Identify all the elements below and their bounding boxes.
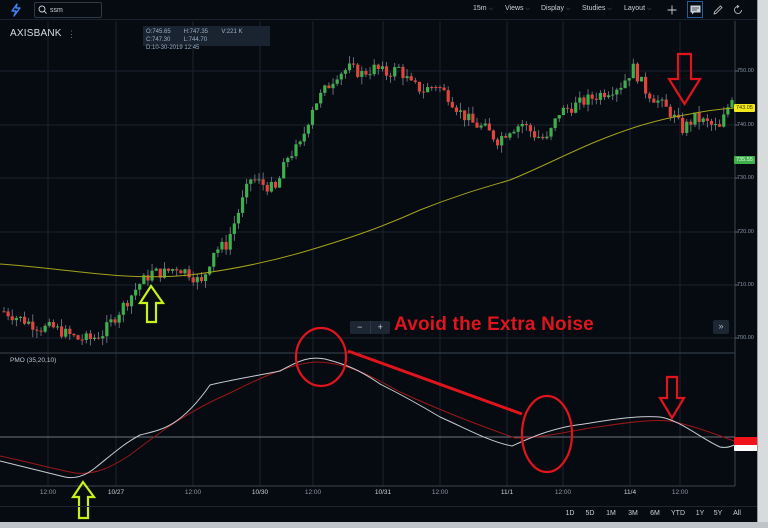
pmo-value-tag <box>734 445 760 451</box>
x-tick: 12:00 <box>671 489 689 496</box>
symbol-search-box[interactable] <box>34 2 102 18</box>
annotation-text: Avoid the Extra Noise <box>394 314 594 335</box>
range-selector-bar: 1D 5D 1M 3M 6M YTD 1Y 5Y All <box>0 506 768 522</box>
x-tick: 10/31 <box>374 489 392 496</box>
refresh-button[interactable] <box>730 1 746 18</box>
range-3m[interactable]: 3M <box>628 510 638 517</box>
annotation-overlay <box>70 52 702 520</box>
display-menu[interactable]: Display ⌵ <box>541 5 571 13</box>
range-1d[interactable]: 1D <box>565 510 575 517</box>
interval-label: 15m <box>473 5 487 12</box>
interval-dropdown[interactable]: 15m ⌵ <box>473 5 493 13</box>
window-scrollbar[interactable] <box>757 0 768 522</box>
arrow-up-icon <box>70 480 97 520</box>
chevron-down-icon: ⌵ <box>488 6 494 12</box>
date-value: D:10-30-2019 12:45 <box>146 45 200 51</box>
range-all[interactable]: All <box>733 510 741 517</box>
layout-label: Layout <box>624 5 646 12</box>
footer-strip <box>0 522 768 528</box>
pencil-icon <box>713 4 723 15</box>
y-tick: 720.00 <box>737 229 754 235</box>
top-toolbar: 15m⌵ Views⌵ Display⌵ Studies⌵ Layout⌵ <box>0 0 768 20</box>
x-tick: 12:00 <box>554 489 572 496</box>
range-6m[interactable]: 6M <box>650 510 660 517</box>
zoom-out-button[interactable]: − <box>357 322 363 332</box>
zoom-in-button[interactable]: + <box>369 321 391 334</box>
x-tick: 10/30 <box>251 489 269 496</box>
display-label: Display <box>541 5 564 12</box>
x-tick: 10/27 <box>107 489 125 496</box>
candlestick-series <box>2 56 734 346</box>
refresh-icon <box>734 4 742 14</box>
views-label: Views <box>505 5 524 12</box>
range-1y[interactable]: 1Y <box>695 510 705 517</box>
signal-value-tag <box>734 437 760 445</box>
search-icon <box>38 5 47 14</box>
chevron-down-icon: ⌵ <box>647 6 652 12</box>
chevron-down-icon: ⌵ <box>607 6 612 12</box>
low-value: L:744.70 <box>183 37 208 43</box>
arrow-up-icon <box>137 284 166 324</box>
x-tick: 12:00 <box>304 489 322 496</box>
comments-button[interactable] <box>687 1 703 18</box>
add-button[interactable] <box>664 1 680 18</box>
chat-icon <box>690 5 700 14</box>
arrow-down-icon <box>667 52 702 107</box>
highlight-circle <box>294 326 348 388</box>
ma-price-tag: 743.05 <box>734 104 755 112</box>
high-value: H:747.35 <box>183 29 209 35</box>
chevron-down-icon: ⌵ <box>525 6 531 12</box>
layout-menu[interactable]: Layout ⌵ <box>624 5 652 13</box>
y-tick: 710.00 <box>737 282 754 288</box>
pmo-indicator-label[interactable]: PMO (35,20,10) <box>10 357 57 364</box>
studies-menu[interactable]: Studies ⌵ <box>582 5 612 13</box>
symbol-search-input[interactable] <box>50 5 100 16</box>
range-5y[interactable]: 5Y <box>713 510 723 517</box>
more-vertical-icon[interactable]: ⋮ <box>67 29 76 39</box>
x-tick: 11/1 <box>500 489 514 496</box>
grid-lines <box>0 21 735 486</box>
symbol-name[interactable]: AXISBANK <box>10 28 62 39</box>
chevron-down-icon: ⌵ <box>565 6 571 12</box>
scroll-to-latest-button[interactable]: » <box>713 320 729 334</box>
draw-button[interactable] <box>710 1 726 18</box>
x-tick: 11/4 <box>623 489 637 496</box>
lightning-logo-icon[interactable] <box>9 3 23 17</box>
pmo-line <box>0 357 735 479</box>
x-tick: 12:00 <box>184 489 202 496</box>
zoom-controls: − + <box>350 321 390 334</box>
close-value: C:747.30 <box>146 37 171 43</box>
y-tick: 750.00 <box>737 68 754 74</box>
range-ytd[interactable]: YTD <box>671 510 685 517</box>
connector-line <box>347 349 523 416</box>
last-price-tag: 735.55 <box>734 156 755 164</box>
highlight-circle <box>520 394 574 474</box>
y-tick: 740.00 <box>737 122 754 128</box>
plus-icon <box>667 5 677 14</box>
ohlc-readout: O:745.65 H:747.35 V:221 K C:747.30 L:744… <box>143 26 270 51</box>
range-5d[interactable]: 5D <box>585 510 595 517</box>
arrow-down-icon <box>658 375 686 421</box>
moving-average-line <box>0 107 735 278</box>
range-1m[interactable]: 1M <box>606 510 616 517</box>
studies-label: Studies <box>582 5 606 12</box>
views-menu[interactable]: Views ⌵ <box>505 5 530 13</box>
y-tick: 730.00 <box>737 175 754 181</box>
x-tick: 12:00 <box>431 489 449 496</box>
x-tick: 12:00 <box>39 489 57 496</box>
open-value: O:745.65 <box>146 29 171 35</box>
volume-value: V:221 K <box>221 29 243 35</box>
y-tick: 700.00 <box>737 335 754 341</box>
